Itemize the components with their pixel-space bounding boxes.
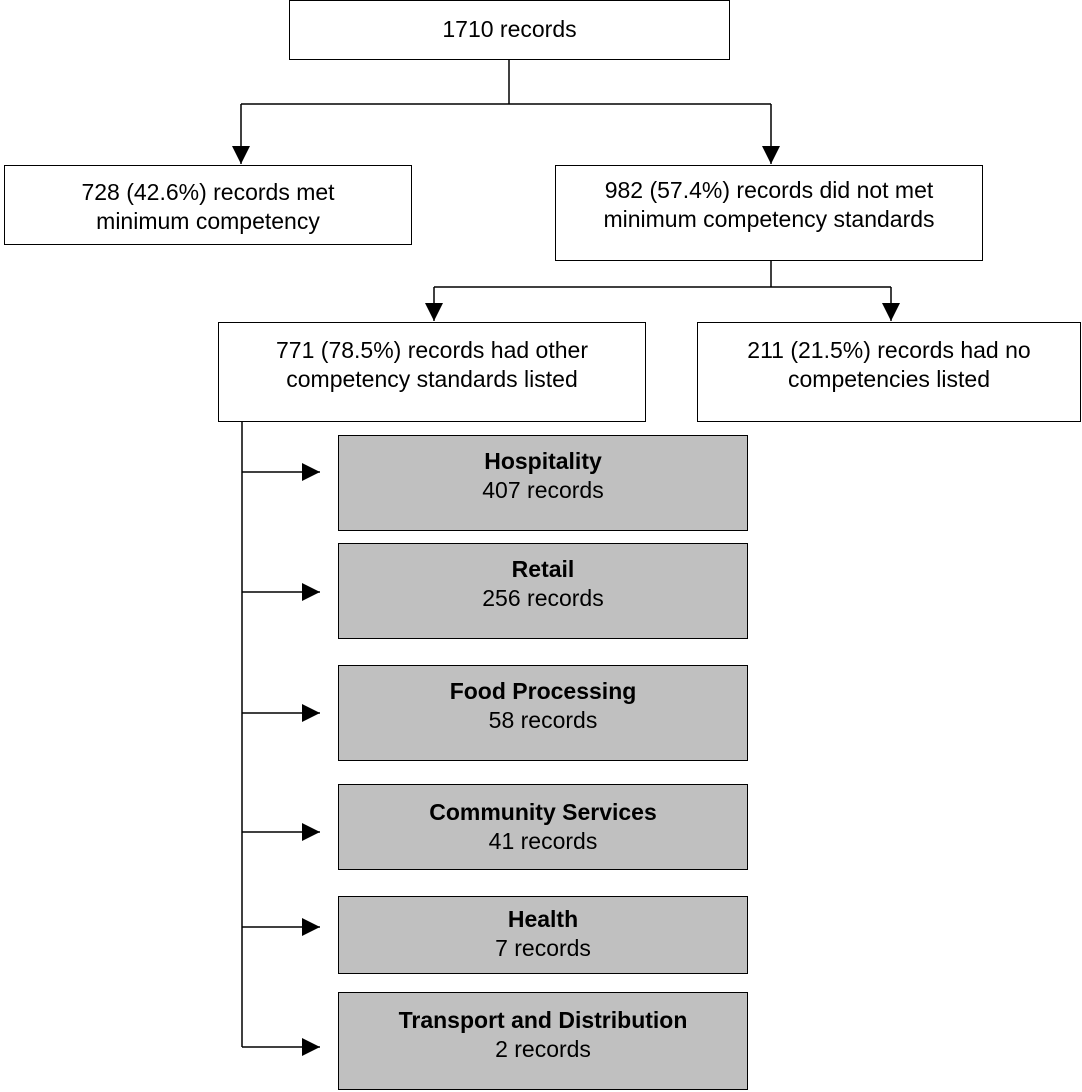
other-standards-line-1: 771 (78.5%) records had other [276,337,588,363]
sector-name: Community Services [429,799,657,825]
sector-count: 7 records [495,935,591,961]
sector-box-retail: Retail 256 records [338,543,748,639]
sector-box-food-processing: Food Processing 58 records [338,665,748,761]
other-standards-box: 771 (78.5%) records had other competency… [218,322,646,422]
not-met-competency-line-1: 982 (57.4%) records did not met [604,177,934,203]
sector-count: 2 records [495,1036,591,1062]
met-competency-line-1: 728 (42.6%) records met [81,179,335,205]
sector-name: Retail [511,556,575,582]
sector-name: Transport and Distribution [398,1007,688,1033]
no-competencies-line-1: 211 (21.5%) records had no [747,337,1031,363]
not-met-competency-box: 982 (57.4%) records did not met minimum … [555,165,983,261]
root-records-label: 1710 records [442,16,577,42]
sector-count: 58 records [488,707,598,733]
sector-box-health: Health 7 records [338,896,748,974]
no-competencies-box: 211 (21.5%) records had no competencies … [697,322,1081,422]
met-competency-line-2: minimum competency [96,208,320,234]
sector-count: 407 records [482,477,604,503]
sector-box-community-services: Community Services 41 records [338,784,748,870]
sector-count: 256 records [482,585,604,611]
root-records-box: 1710 records [289,0,730,60]
sector-name: Food Processing [449,678,637,704]
other-standards-line-2: competency standards listed [286,366,578,392]
sector-name: Hospitality [484,448,602,474]
not-met-competency-line-2: minimum competency standards [603,206,935,232]
met-competency-box: 728 (42.6%) records met minimum competen… [4,165,412,245]
sector-count: 41 records [488,828,598,854]
no-competencies-line-2: competencies listed [788,366,990,392]
sector-box-hospitality: Hospitality 407 records [338,435,748,531]
sector-name: Health [507,906,579,932]
sector-box-transport-and-distribution: Transport and Distribution 2 records [338,992,748,1090]
